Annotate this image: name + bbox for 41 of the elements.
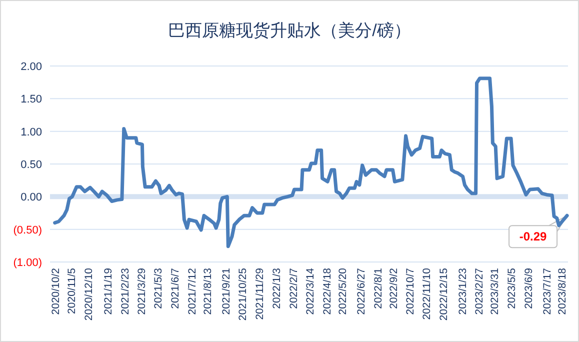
x-tick-label: 2023/7/17 (541, 268, 554, 315)
x-tick-label: 2021/3/29 (136, 268, 148, 315)
x-tick-label: 2021/6/7 (170, 268, 182, 309)
x-tick-label: 2022/4/18 (322, 268, 334, 315)
x-tick-label: 2022/3/14 (304, 268, 317, 315)
line-series (53, 76, 569, 248)
y-tick-label: 0.00 (20, 192, 42, 204)
x-tick-label: 2021/9/21 (220, 268, 233, 315)
y-tick-label: (0.50) (13, 224, 42, 236)
x-tick-label: 2022/12/15 (438, 268, 450, 321)
x-tick-label: 2020/12/10 (83, 268, 96, 321)
x-tick-label: 2021/10/25 (237, 268, 250, 321)
x-tick-label: 2023/8/18 (556, 268, 569, 315)
x-tick-label: 2021/1/19 (102, 268, 114, 315)
y-tick-label: (1.00) (13, 257, 42, 269)
annotation: -0.29 (519, 230, 548, 244)
x-tick-label: 2022/9/2 (388, 268, 400, 309)
x-tick-label: 2023/3/31 (489, 268, 502, 315)
x-tick-label: 2022/10/7 (404, 268, 417, 315)
x-tick-label: 2021/5/3 (152, 268, 165, 309)
x-tick-label: 2022/8/1 (372, 268, 384, 309)
x-tick-label: 2021/11/29 (254, 268, 266, 320)
y-tick-label: 1.50 (20, 94, 42, 106)
x-tick-label: 2023/1/23 (456, 268, 469, 315)
x-tick-label: 2021/8/13 (202, 268, 214, 315)
x-tick-label: 2022/6/27 (355, 268, 368, 315)
y-tick-label: 0.50 (20, 159, 42, 171)
x-tick-label: 2023/2/27 (474, 268, 486, 315)
x-tick-label: 2021/2/23 (119, 268, 132, 315)
x-tick-label: 2020/10/2 (50, 268, 62, 315)
x-tick-label: 2020/11/5 (66, 268, 78, 314)
x-tick-label: 2023/6/9 (522, 268, 535, 309)
x-tick-label: 2021/7/12 (186, 268, 198, 315)
x-tick-label: 2022/2/7 (288, 268, 300, 309)
y-tick-label: 2.00 (20, 61, 42, 73)
x-tick-label: 2022/5/20 (337, 268, 350, 315)
x-tick-label: 2023/5/5 (506, 268, 518, 309)
chart-title: 巴西原糖现货升贴水（美分/磅） (168, 21, 411, 40)
y-tick-label: 1.00 (20, 126, 42, 138)
x-tick-label: 2022/11/10 (421, 268, 434, 320)
x-tick-label: 2022/1/3 (270, 268, 283, 309)
